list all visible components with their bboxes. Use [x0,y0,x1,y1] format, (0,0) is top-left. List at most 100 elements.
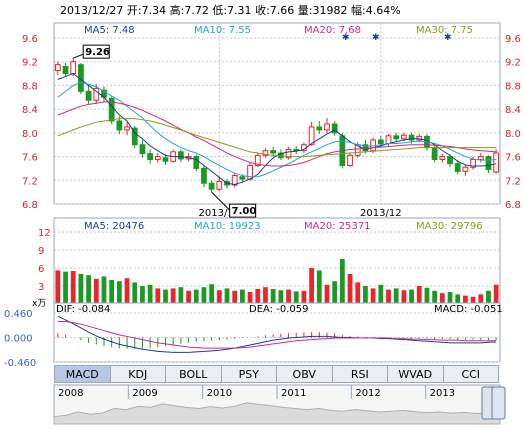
volume-tick: 12 [38,228,51,239]
volume-bar [255,289,261,304]
candle-body [239,176,246,180]
volume-bar [455,294,461,304]
low-label: 低 [212,4,224,17]
volume-bar [163,289,168,304]
candle-body [54,64,61,72]
range-handle [491,386,506,420]
candle-body [208,182,215,190]
dea-legend: DEA: -0.059 [249,304,308,315]
volume-ma-legend: MA30: 29796 [416,221,483,232]
event-marker: ✱ [372,33,380,43]
volume-bar [147,284,153,304]
tab-boll[interactable]: BOLL [166,365,222,383]
volume-bar [55,270,61,304]
volume-ma-legend: MA10: 19923 [194,221,261,232]
volume-bar [178,287,184,304]
candle-body [470,159,476,168]
candle-body [62,65,69,75]
close-value: 7.66 [269,4,295,17]
volume-tick: 6 [38,264,44,275]
price-tick-right: 8.8 [505,81,521,92]
high-label: 高 [169,4,181,17]
volume-bar [193,289,199,304]
volume-ma-legend: MA5: 20476 [84,221,144,232]
tab-kdj[interactable]: KDJ [110,365,166,383]
overview-year-label: 2010 [207,388,232,399]
volume-bar [439,293,445,304]
volume-bar [386,289,391,304]
candle-body [162,157,169,162]
volume-tick: 9 [38,246,44,257]
price-panel-frame [53,22,501,205]
tab-macd[interactable]: MACD [54,365,111,383]
volume-label: 量 [297,4,309,17]
dif-legend: DIF: -0.084 [56,304,110,315]
low-pointer [211,191,230,211]
candle-body [485,156,492,171]
volume-bar [470,296,476,304]
high-pointer [73,53,84,59]
candle-body [324,123,330,131]
price-ma-legend: MA20: 7.68 [304,25,361,36]
volume-bar [393,288,399,304]
macd-legend: MACD: -0.051 [434,304,503,315]
volume-bar [332,281,338,304]
candle-body [347,154,353,166]
overview-year-label: 2009 [132,388,157,399]
candle-body [262,150,269,156]
volume-bar [201,287,207,304]
volume-bar [286,289,291,304]
volume-bar [186,290,191,304]
close-label: 收 [255,4,267,17]
candle-body [316,126,323,131]
price-ma-legend: MA10: 7.55 [194,25,251,36]
volume-bar [309,268,314,304]
price-tick-right: 9.2 [505,58,521,69]
price-tick-right: 8.0 [505,129,521,140]
volume-value: 31982 [312,4,348,17]
event-marker: ✱ [444,33,452,43]
volume-bar [263,287,268,304]
volume-bar [124,278,130,304]
candle-body [154,156,161,161]
volume-bar [416,286,422,304]
low-annotation: 7.00 [232,206,257,217]
tab-obv[interactable]: OBV [277,365,333,383]
candle-body [70,61,77,75]
overview-area [53,402,501,425]
volume-bar [370,288,376,304]
candle-body [201,167,207,184]
price-tick-left: 8.8 [22,81,38,92]
tab-psy[interactable]: PSY [221,365,277,383]
volume-bar [486,290,491,304]
candle-body [270,150,277,154]
candle-body [231,175,238,186]
candle-body [254,154,261,166]
candle-body [108,97,115,122]
tab-wvad[interactable]: WVAD [388,365,444,383]
volume-bar [478,294,484,304]
volume-bar [116,281,122,304]
candle-body [393,135,400,140]
price-tick-left: 6.8 [22,200,38,211]
volume-bar [339,259,345,304]
open-value: 7.34 [141,4,167,17]
macd-tick: 0.000 [4,334,33,345]
candle-body [124,126,130,131]
price-tick-right: 9.6 [505,34,521,45]
candle-body [377,139,384,145]
price-tick-left: 9.6 [22,34,38,45]
tab-cci[interactable]: CCI [443,365,499,383]
tab-rsi[interactable]: RSI [332,365,388,383]
candle-body [285,148,292,159]
price-ma-line [57,101,497,167]
x-tick-label: 2013/11 [199,208,241,219]
volume-bar [278,290,284,304]
volume-bar [463,295,468,304]
quote-date: 2013/12/27 [60,4,124,17]
open-label: 开 [126,4,138,17]
volume-tick: 3 [38,282,44,293]
volume-bar [224,288,230,304]
volume-bar [432,290,438,304]
overview-year-label: 2012 [355,388,380,399]
